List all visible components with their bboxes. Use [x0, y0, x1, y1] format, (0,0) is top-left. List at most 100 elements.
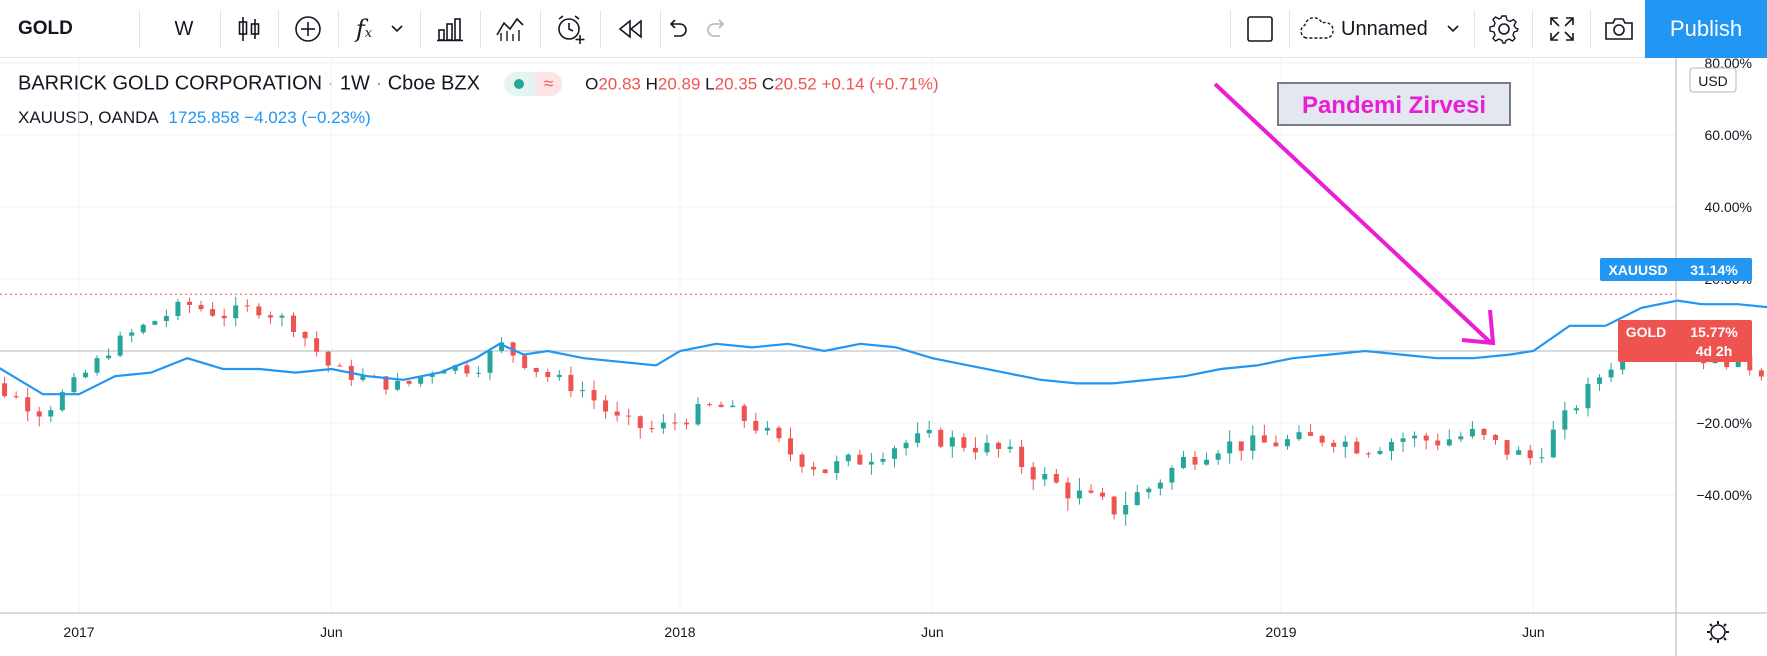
candle-body [1539, 457, 1545, 459]
interval-button[interactable]: W [160, 0, 208, 58]
chevron-down-icon [1447, 25, 1459, 33]
candle-body [1481, 428, 1487, 435]
candle-body [1238, 441, 1244, 451]
candle-body [1550, 429, 1556, 458]
fullscreen-select-button[interactable] [1240, 0, 1280, 58]
candle-body [1007, 446, 1013, 449]
candle-body [1192, 456, 1198, 465]
candle-body [82, 372, 88, 378]
candle-body [533, 367, 539, 372]
price-chart[interactable]: 80.00%60.00%40.00%20.00%0.00%−20.00%−40.… [0, 58, 1767, 656]
candle-body [325, 351, 331, 366]
candle-body [25, 397, 31, 412]
settings-corner-button[interactable] [1707, 621, 1729, 643]
redo-icon [707, 19, 725, 37]
candle-body [129, 332, 135, 336]
redo-button[interactable] [702, 0, 732, 58]
toolbar-divider [1532, 10, 1533, 48]
close-value: 20.52 [774, 74, 817, 94]
candle-body [117, 335, 123, 356]
candle-body [13, 396, 19, 398]
candle-body [94, 358, 100, 373]
currency-badge[interactable]: USD [1689, 67, 1737, 93]
toolbar-divider [660, 10, 661, 48]
layout-menu-button[interactable]: Unnamed [1297, 0, 1477, 58]
undo-button[interactable] [662, 0, 692, 58]
candle-body [1620, 355, 1626, 370]
candle-body [291, 315, 297, 332]
toolbar-divider [600, 10, 601, 48]
candle-body [163, 315, 169, 322]
candle-body [302, 331, 308, 339]
candle-body [591, 390, 597, 401]
low-value: 20.35 [714, 74, 758, 94]
candle-body [36, 411, 42, 417]
candle-body [545, 371, 551, 378]
settings-button[interactable] [1476, 0, 1532, 58]
candle-body [314, 338, 320, 352]
compare-button[interactable] [280, 0, 336, 58]
compare-series-legend: XAUUSD, OANDA 1725.858 −4.023 (−0.23%) [18, 108, 371, 128]
candle-body [811, 466, 817, 470]
candle-body [279, 315, 285, 318]
toolbar-divider [338, 10, 339, 48]
candle-body [1319, 435, 1325, 443]
candle-body [1400, 438, 1406, 442]
rewind-icon [618, 19, 642, 39]
indicators-button[interactable]: fx [340, 0, 420, 58]
toolbar-divider [1590, 10, 1591, 48]
candle-body [1111, 496, 1117, 515]
x-tick-label: Jun [320, 624, 343, 640]
candle-body [140, 324, 146, 333]
legend-dot: · [375, 72, 388, 95]
x-tick-label: Jun [921, 624, 944, 640]
candle-body [1446, 439, 1452, 446]
candle-body [71, 377, 77, 393]
add-circle-icon [295, 16, 321, 42]
close-label: C [761, 74, 775, 94]
market-status-pill[interactable]: ≈ [503, 72, 562, 96]
candle-body [1388, 441, 1394, 451]
alert-button[interactable] [542, 0, 598, 58]
candle-body [603, 400, 609, 412]
templates-icon [496, 17, 524, 41]
bar-chart-icon [437, 18, 463, 42]
toolbar-divider [540, 10, 541, 48]
gold-price-tag: GOLD 15.77% 4d 2h [1618, 320, 1752, 362]
candle-body [2, 383, 8, 397]
candle-body [1747, 355, 1753, 371]
candle-body [1296, 432, 1302, 440]
trend-arrow[interactable] [1213, 82, 1496, 346]
candle-body [1180, 456, 1186, 468]
candle-body [996, 442, 1002, 449]
symbol-search-button[interactable]: GOLD [0, 0, 138, 58]
grid [0, 58, 1676, 613]
main-series-legend: BARRICK GOLD CORPORATION · 1W · Cboe BZX… [18, 72, 939, 96]
candle-body [1585, 383, 1591, 409]
candle-body [337, 365, 343, 367]
candle-body [475, 372, 481, 374]
templates-button[interactable] [482, 0, 538, 58]
candle-body [244, 305, 250, 307]
candle-body [499, 342, 505, 351]
candle-body [672, 422, 678, 424]
annotation-box[interactable]: Pandemi Zirvesi [1277, 82, 1511, 126]
function-icon: fx [355, 15, 373, 43]
financials-button[interactable] [422, 0, 478, 58]
series-name: BARRICK GOLD CORPORATION [18, 72, 323, 95]
candle-body [903, 442, 909, 449]
chart-type-button[interactable] [222, 0, 276, 58]
publish-button[interactable]: Publish [1645, 0, 1767, 58]
candle-body [753, 420, 759, 431]
candle-body [106, 355, 112, 359]
candle-body [1377, 450, 1383, 454]
candle-body [764, 427, 770, 431]
snapshot-button[interactable] [1592, 0, 1646, 58]
candle-body [1423, 435, 1429, 441]
candle-body [256, 306, 262, 316]
market-open-dot [513, 79, 524, 89]
high-value: 20.89 [657, 74, 701, 94]
replay-button[interactable] [602, 0, 658, 58]
toolbar-divider [420, 10, 421, 48]
fullscreen-button[interactable] [1534, 0, 1590, 58]
